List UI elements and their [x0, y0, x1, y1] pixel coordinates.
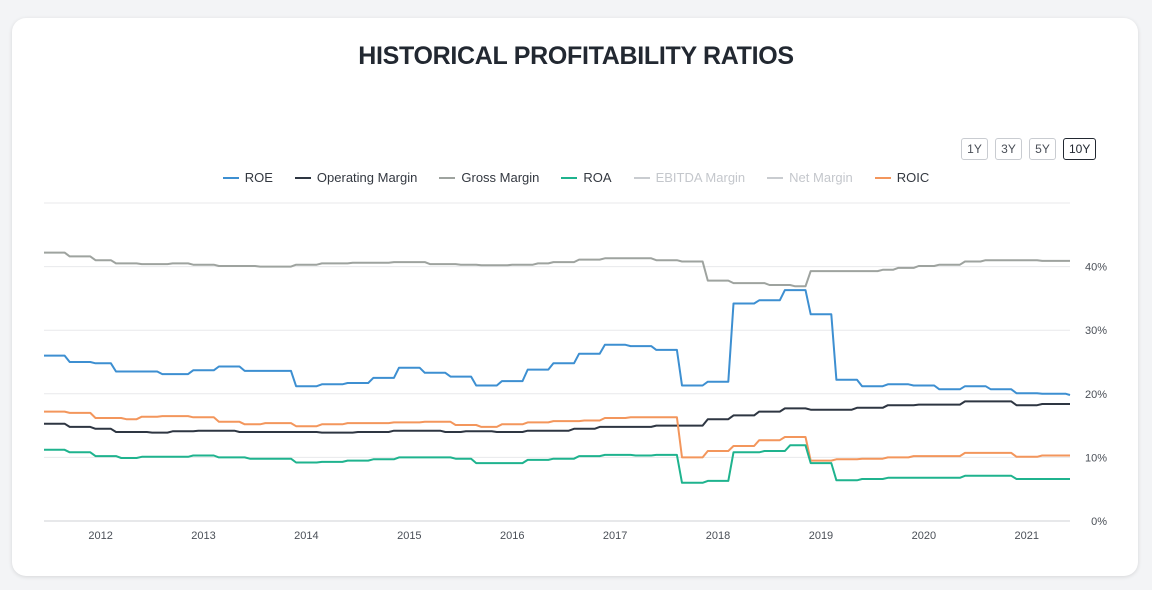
y-tick-label: 40%	[1085, 262, 1107, 274]
series-line-roic	[44, 410, 1070, 462]
legend-item-roic[interactable]: ROIC	[874, 170, 930, 185]
range-selector: 1Y 3Y 5Y 10Y	[961, 138, 1097, 160]
x-tick-label: 2014	[294, 530, 318, 542]
y-tick-label: 0%	[1091, 516, 1107, 528]
y-tick-label: 20%	[1085, 389, 1107, 401]
series-line-gross-margin	[44, 251, 1070, 288]
range-button-5y[interactable]: 5Y	[1029, 138, 1056, 160]
x-tick-label: 2017	[603, 530, 627, 542]
legend-label: Gross Margin	[461, 170, 540, 185]
legend-item-gross-margin[interactable]: Gross Margin	[439, 170, 539, 185]
legend-swatch	[767, 176, 784, 179]
y-tick-label: 10%	[1085, 452, 1107, 464]
legend-label: ROA	[583, 170, 612, 185]
chart-title: HISTORICAL PROFITABILITY RATIOS	[358, 42, 794, 70]
x-tick-label: 2020	[912, 530, 936, 542]
legend-label: Operating Margin	[316, 170, 418, 185]
x-tick-label: 2015	[397, 530, 421, 542]
chart-legend: ROE Operating Margin Gross Margin ROA EB…	[0, 170, 1152, 185]
series-line-roe	[44, 289, 1071, 397]
legend-label: ROE	[244, 170, 273, 185]
legend-swatch	[439, 176, 456, 179]
legend-swatch	[874, 176, 891, 179]
series-line-roa	[44, 444, 1070, 484]
y-tick-label: 30%	[1085, 325, 1107, 337]
series-line-operating-margin	[44, 400, 1070, 434]
range-button-1y[interactable]: 1Y	[961, 138, 988, 160]
legend-swatch	[294, 176, 311, 179]
legend-item-ebitda-margin[interactable]: EBITDA Margin	[633, 170, 746, 185]
x-tick-label: 2018	[706, 530, 730, 542]
legend-swatch	[222, 176, 239, 179]
x-tick-label: 2016	[500, 530, 524, 542]
x-tick-label: 2013	[191, 530, 215, 542]
x-tick-label: 2021	[1015, 530, 1039, 542]
x-tick-label: 2012	[88, 530, 112, 542]
legend-label: ROIC	[896, 170, 930, 185]
legend-label: EBITDA Margin	[655, 170, 746, 185]
legend-item-operating-margin[interactable]: Operating Margin	[294, 170, 418, 185]
range-button-3y[interactable]: 3Y	[995, 138, 1022, 160]
legend-item-roe[interactable]: ROE	[222, 170, 273, 185]
legend-item-roa[interactable]: ROA	[561, 170, 612, 185]
legend-label: Net Margin	[789, 170, 853, 185]
x-tick-label: 2019	[809, 530, 833, 542]
legend-item-net-margin[interactable]: Net Margin	[767, 170, 853, 185]
chart-card	[12, 18, 1138, 576]
legend-swatch	[633, 176, 650, 179]
legend-swatch	[561, 176, 578, 179]
range-button-10y[interactable]: 10Y	[1063, 138, 1097, 160]
